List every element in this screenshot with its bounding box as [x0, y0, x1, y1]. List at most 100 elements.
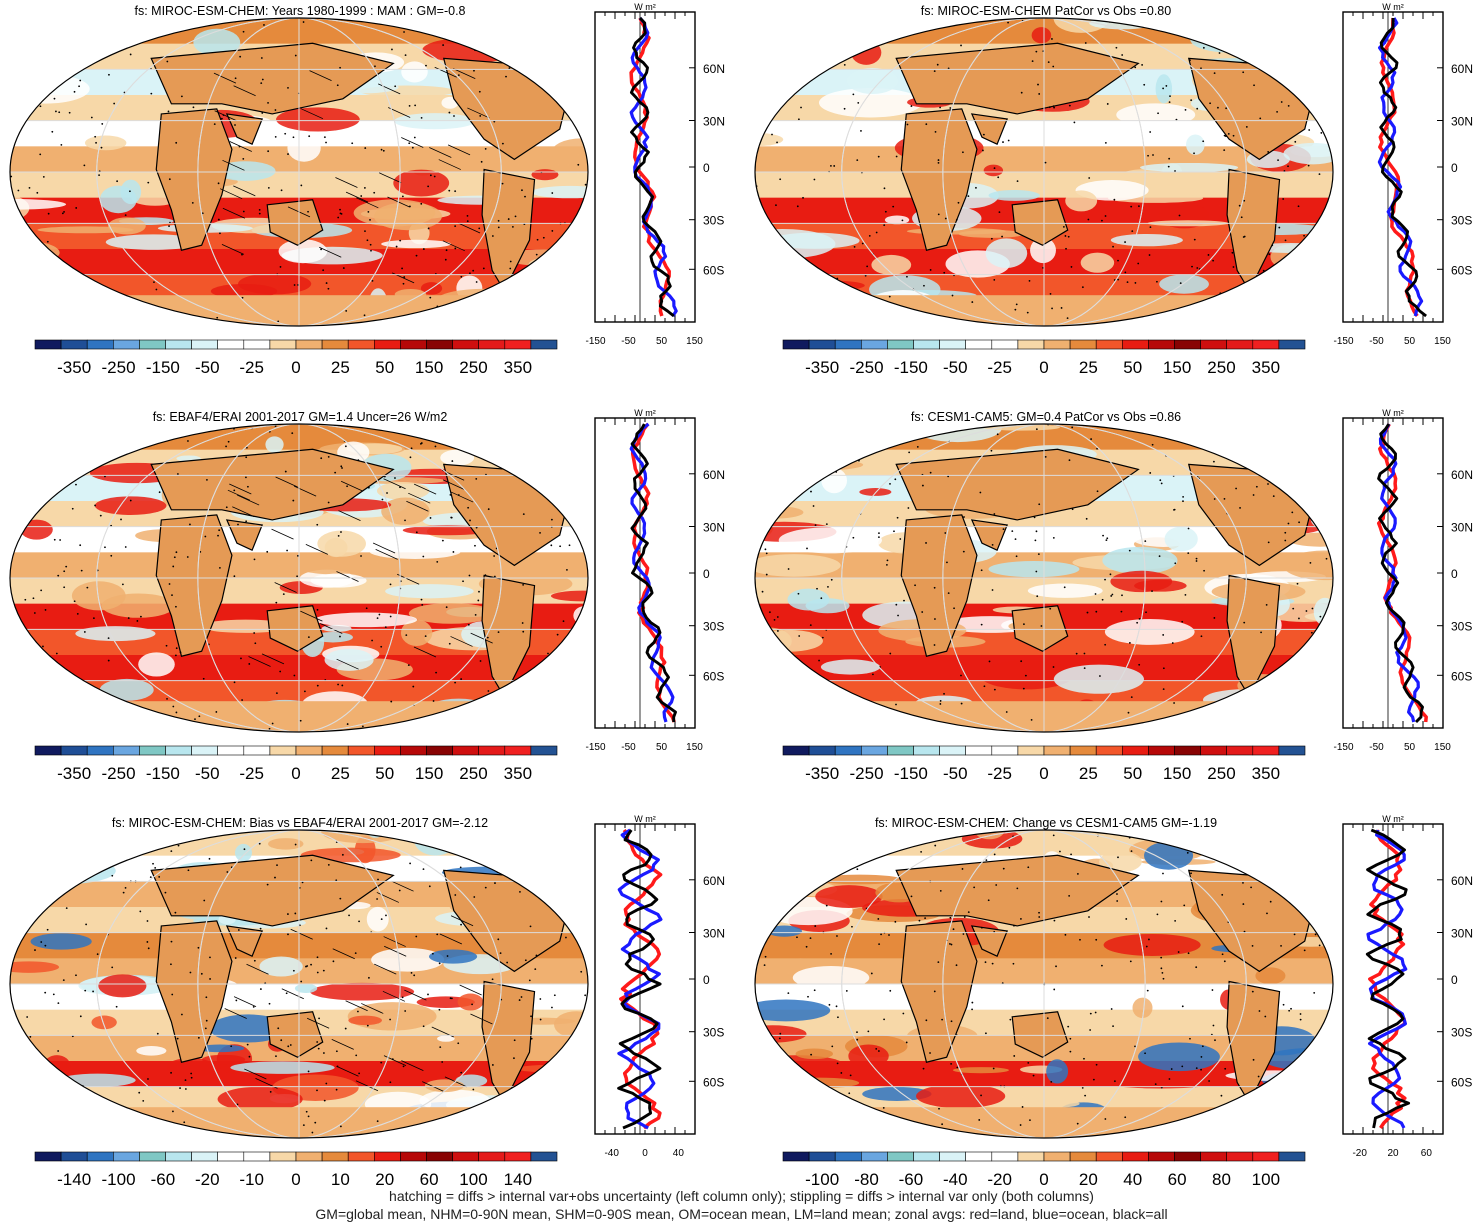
colorbar-label: 10 — [331, 1170, 350, 1189]
colorbar-swatch — [270, 746, 296, 755]
colorbar-swatch — [1122, 1152, 1148, 1161]
lat-label: 0 — [703, 973, 710, 987]
colorbar-swatch — [61, 1152, 87, 1161]
colorbar-label: -20 — [195, 1170, 220, 1189]
colorbar-swatch — [783, 746, 809, 755]
colorbar-swatch — [87, 340, 113, 349]
colorbar-swatch — [400, 1152, 426, 1161]
lat-label: 0 — [1451, 161, 1458, 175]
colorbar-label: 60 — [420, 1170, 439, 1189]
lat-label: 30N — [703, 115, 725, 129]
colorbar-label: -25 — [239, 358, 264, 377]
colorbar-swatch — [914, 340, 940, 349]
zonal-tick-label: -150 — [1333, 336, 1353, 347]
colorbar-label: -140 — [57, 1170, 91, 1189]
colorbar-swatch — [35, 1152, 61, 1161]
map-panel-5 — [0, 820, 615, 1144]
zonal-tick-label: -50 — [1369, 742, 1384, 753]
colorbar-swatch — [166, 340, 192, 349]
colorbar-swatch — [139, 1152, 165, 1161]
colorbar-swatch — [992, 1152, 1018, 1161]
colorbar-label: -250 — [102, 358, 136, 377]
lat-label: 60N — [703, 468, 725, 482]
colorbar-swatch — [861, 746, 887, 755]
colorbar-swatch — [61, 340, 87, 349]
colorbar-label: -250 — [850, 764, 884, 783]
colorbar-label: 150 — [1163, 764, 1191, 783]
colorbar-swatch — [113, 1152, 139, 1161]
colorbar-swatch — [427, 340, 453, 349]
colorbar-swatch — [348, 1152, 374, 1161]
lat-label: 60N — [1451, 62, 1473, 76]
colorbar-swatch — [244, 746, 270, 755]
colorbar-swatch — [87, 746, 113, 755]
colorbar-swatch — [1070, 1152, 1096, 1161]
lat-label: 60N — [703, 874, 725, 888]
colorbar-swatch — [270, 340, 296, 349]
colorbar-swatch — [887, 746, 913, 755]
colorbar-label: -80 — [854, 1170, 879, 1189]
colorbar-swatch — [192, 746, 218, 755]
zonal-unit-label: W m² — [1382, 408, 1404, 418]
colorbar-swatch — [1253, 746, 1279, 755]
colorbar-swatch — [1227, 340, 1253, 349]
lat-label: 60S — [703, 263, 724, 277]
lat-label: 30N — [703, 521, 725, 535]
zonal-unit-label: W m² — [634, 2, 656, 12]
colorbar-label: -350 — [57, 358, 91, 377]
colorbar-label: -60 — [151, 1170, 176, 1189]
colorbar-label: -150 — [146, 358, 180, 377]
colorbar-label: 0 — [291, 764, 300, 783]
zonal-tick-label: -150 — [1333, 742, 1353, 753]
colorbar-swatch — [861, 340, 887, 349]
colorbar-swatch — [453, 1152, 479, 1161]
colorbar-swatch — [1122, 746, 1148, 755]
colorbar-label: -350 — [805, 358, 839, 377]
colorbar-label: -50 — [943, 358, 968, 377]
colorbar-swatch — [1279, 340, 1305, 349]
colorbar-label: -40 — [943, 1170, 968, 1189]
colorbar-swatch — [1227, 746, 1253, 755]
colorbar-swatch — [940, 746, 966, 755]
colorbar-swatch — [531, 340, 557, 349]
colorbar-label: 0 — [1039, 358, 1048, 377]
colorbar-swatch — [113, 340, 139, 349]
colorbar-swatch — [400, 340, 426, 349]
lat-label: 30S — [703, 214, 724, 228]
colorbar-label: 150 — [415, 764, 443, 783]
colorbar-swatch — [139, 746, 165, 755]
lat-label: 60S — [703, 1075, 724, 1089]
zonal-tick-label: 50 — [656, 336, 668, 347]
colorbar-label: -25 — [987, 358, 1012, 377]
colorbar-swatch — [1096, 1152, 1122, 1161]
colorbar-swatch — [1096, 746, 1122, 755]
zonal-unit-label: W m² — [1382, 814, 1404, 824]
zonal-tick-label: 40 — [673, 1148, 685, 1159]
zonal-tick-label: -50 — [621, 742, 636, 753]
lat-label: 60S — [1451, 1075, 1472, 1089]
colorbar-label: -25 — [987, 764, 1012, 783]
zonal-tick-label: -150 — [585, 742, 605, 753]
colorbar-label: -150 — [146, 764, 180, 783]
colorbar-swatch — [218, 340, 244, 349]
colorbar-swatch — [1018, 340, 1044, 349]
colorbar-label: -50 — [195, 764, 220, 783]
colorbar-swatch — [427, 746, 453, 755]
colorbar-swatch — [1201, 340, 1227, 349]
lat-label: 30N — [703, 927, 725, 941]
colorbar-swatch — [348, 340, 374, 349]
map-panel-4 — [732, 415, 1366, 747]
colorbar-swatch — [374, 1152, 400, 1161]
colorbar-swatch — [940, 340, 966, 349]
lat-label: 30S — [1451, 620, 1472, 634]
colorbar-label: 150 — [415, 358, 443, 377]
colorbar-swatch — [966, 746, 992, 755]
colorbar-swatch — [1148, 340, 1174, 349]
colorbar-label: 50 — [375, 358, 394, 377]
lat-label: 60N — [1451, 468, 1473, 482]
colorbar-swatch — [296, 746, 322, 755]
